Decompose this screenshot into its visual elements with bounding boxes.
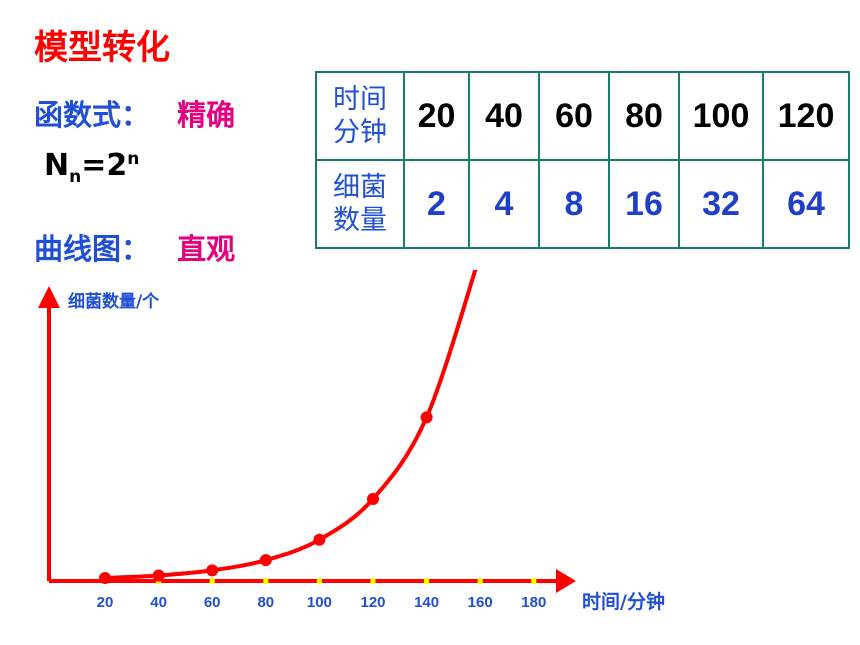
data-point [313,533,326,546]
row-header-time: 时间 分钟 [315,71,405,161]
time-cell: 40 [468,71,540,161]
x-tick-label: 20 [97,594,114,611]
x-tick-dot [316,578,322,584]
x-tick-label: 140 [414,594,439,611]
x-tick-label: 40 [150,594,167,611]
data-point [99,572,111,584]
count-cell: 8 [538,159,610,249]
chart-points [99,411,433,584]
count-cell: 16 [608,159,680,249]
data-point [367,492,379,505]
x-tick-label: 120 [360,594,385,611]
x-axis-label: 时间/分钟 [582,590,665,613]
row-header-time-text: 时间 分钟 [333,84,387,148]
graph-row: 曲线图： 直观 [34,226,235,268]
time-cell: 80 [608,71,680,161]
formula-value: 精确 [177,98,236,132]
x-tick-label: 60 [204,594,221,611]
graph-value: 直观 [177,232,236,266]
formula-sub: n [69,167,82,187]
table-row-count: 细菌 数量 2 4 8 16 32 64 [315,159,850,249]
x-tick-dot [370,578,376,584]
x-tick-label: 100 [307,594,332,611]
x-tick-label: 180 [521,594,546,611]
formula-eq: =2 [81,148,128,183]
data-table: 时间 分钟 20 40 60 80 100 120 细菌 数量 2 4 8 16… [315,71,850,249]
x-tick-dot [424,578,430,584]
formula: Nn=2n [44,148,139,187]
time-cell: 100 [678,71,764,161]
time-cell: 60 [538,71,610,161]
count-cell: 2 [403,159,470,249]
data-point [259,554,272,567]
page-title: 模型转化 [34,28,170,68]
count-cell: 4 [468,159,540,249]
x-tick-label: 160 [468,594,493,611]
time-cell: 20 [403,71,470,161]
chart-axes [38,286,576,593]
time-cell: 120 [762,71,850,161]
x-tick-dot [209,578,215,584]
data-point [206,564,219,577]
y-axis-arrow [38,286,60,308]
data-point [152,569,165,582]
graph-label: 曲线图： [34,232,151,266]
count-cell: 32 [678,159,764,249]
formula-label: 函数式： [34,98,151,132]
x-axis-arrow [556,569,576,593]
formula-sup: n [127,149,140,169]
x-tick-label: 80 [257,594,274,611]
x-tick-dot [477,578,483,584]
data-point [420,411,433,424]
formula-row: 函数式： 精确 [34,92,235,134]
growth-chart: 20 40 60 80 100 120 140 160 180 细菌数量/个 时间/分钟 [38,270,665,613]
table-row-time: 时间 分钟 20 40 60 80 100 120 [315,71,850,161]
x-tick-dot [263,578,269,584]
growth-curve [103,270,478,580]
formula-base: N [44,148,70,183]
row-header-count: 细菌 数量 [315,159,405,249]
chart-x-ticks: 20 40 60 80 100 120 140 160 180 [97,578,546,611]
count-cell: 64 [762,159,850,249]
row-header-count-text: 细菌 数量 [333,172,387,236]
x-tick-dot [531,578,537,584]
y-axis-label: 细菌数量/个 [68,291,160,312]
